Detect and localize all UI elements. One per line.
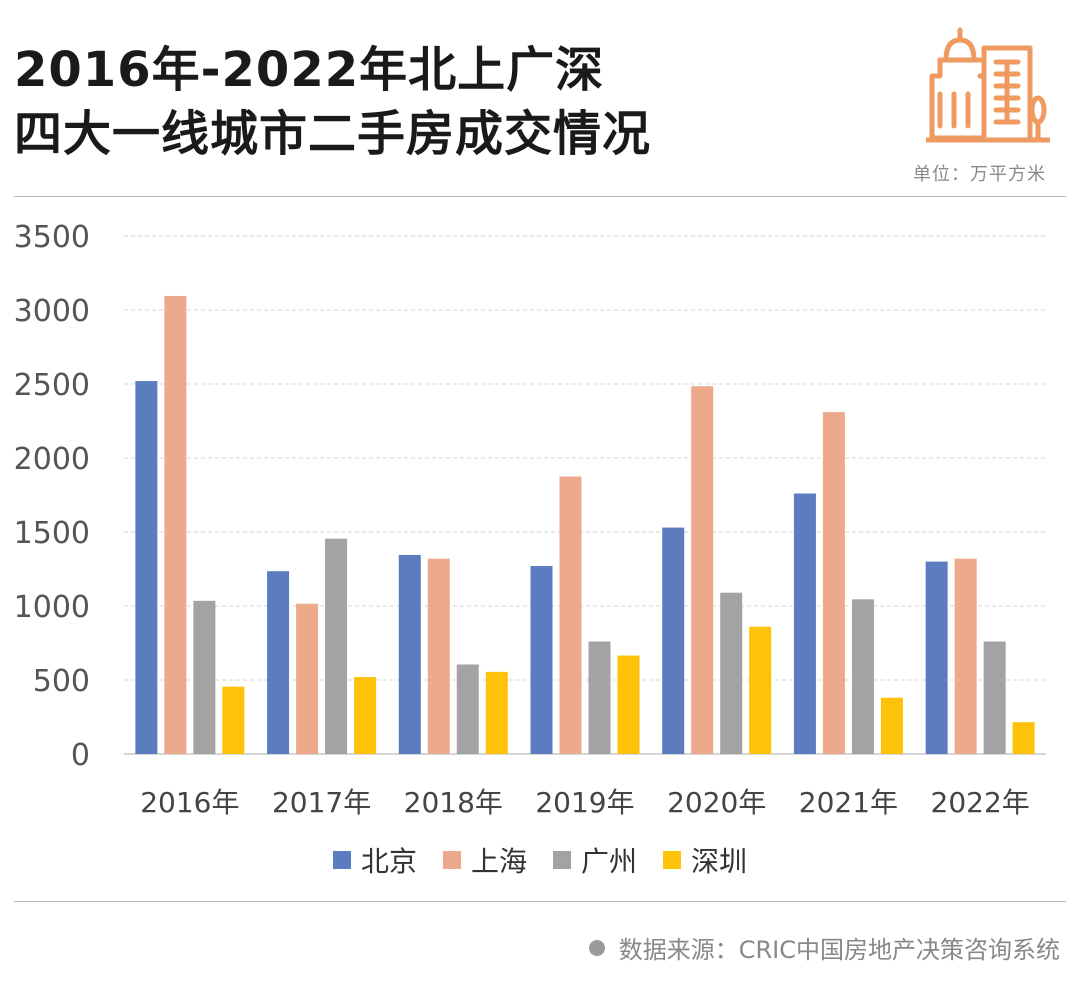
bullet-icon (588, 939, 605, 956)
bar-3-6 (851, 599, 874, 754)
bar-4-5 (749, 626, 772, 754)
y-tick-label: 0 (71, 738, 90, 773)
legend-item: 广州 (553, 840, 637, 880)
building-icon (926, 27, 1050, 143)
legend-swatch (442, 851, 461, 869)
legend-swatch (553, 851, 571, 869)
y-tick-label: 2000 (14, 442, 90, 477)
legend-item: 北京 (332, 840, 417, 880)
top-divider (14, 196, 1066, 197)
legend-swatch (332, 851, 351, 869)
bar-1-6 (793, 493, 816, 754)
bar-1-3 (398, 554, 421, 754)
bottom-divider (14, 901, 1066, 902)
bar-4-6 (880, 697, 903, 754)
bar-3-2 (325, 538, 348, 754)
legend-label: 广州 (581, 845, 638, 878)
y-tick-label: 3000 (14, 294, 90, 329)
bar-2-5 (691, 386, 714, 754)
bar-1-1 (135, 381, 158, 754)
bar-2-2 (296, 603, 319, 754)
bar-3-7 (983, 641, 1006, 754)
bar-2-7 (954, 558, 977, 754)
x-tick-label: 2020年 (667, 786, 766, 819)
x-tick-label: 2017年 (272, 786, 371, 819)
legend-label: 北京 (360, 845, 417, 878)
title-line-1: 2016年-2022年北上广深 (14, 42, 605, 98)
bar-4-4 (617, 655, 640, 754)
x-tick-label: 2021年 (799, 786, 898, 819)
legend-item: 深圳 (663, 840, 747, 880)
legend-swatch (663, 851, 682, 869)
y-tick-label: 3500 (14, 220, 90, 255)
bar-3-1 (193, 600, 216, 754)
y-tick-label: 1000 (14, 590, 90, 625)
bar-2-4 (559, 476, 582, 754)
title-line-2: 四大一线城市二手房成交情况 (14, 106, 652, 162)
bar-1-2 (267, 571, 290, 754)
chart-title: 2016年-2022年北上广深 四大一线城市二手房成交情况 (14, 38, 651, 166)
bar-3-4 (588, 641, 611, 754)
bar-3-5 (720, 592, 743, 754)
bar-1-4 (530, 566, 553, 754)
legend-item: 上海 (442, 840, 527, 880)
y-tick-label: 500 (33, 664, 90, 699)
bar-2-3 (427, 558, 450, 754)
x-tick-label: 2022年 (931, 786, 1030, 819)
y-tick-label: 2500 (14, 368, 90, 403)
y-tick-label: 1500 (14, 516, 90, 551)
bar-3-3 (456, 664, 479, 754)
x-tick-label: 2019年 (535, 786, 634, 819)
source-note: 数据来源：CRIC中国房地产决策咨询系统 (588, 930, 1060, 965)
unit-label: 单位：万平方米 (913, 164, 1046, 185)
x-tick-label: 2018年 (404, 786, 503, 819)
legend-label: 深圳 (691, 845, 748, 878)
bar-2-1 (164, 295, 187, 754)
bar-4-3 (485, 671, 508, 754)
legend-label: 上海 (470, 845, 527, 878)
legend: 北京 上海 广州 深圳 (0, 840, 1080, 880)
x-tick-label: 2016年 (140, 786, 239, 819)
bar-1-5 (662, 527, 685, 754)
bar-4-7 (1012, 722, 1035, 754)
source-text: 数据来源：CRIC中国房地产决策咨询系统 (618, 936, 1060, 964)
bar-4-1 (222, 686, 245, 754)
bar-1-7 (925, 561, 948, 754)
bar-2-6 (822, 412, 845, 754)
bar-chart: 0 500 1000 1500 2000 2500 3000 3500 2016年 2017年 20… (14, 220, 1046, 819)
bar-4-2 (354, 677, 377, 754)
